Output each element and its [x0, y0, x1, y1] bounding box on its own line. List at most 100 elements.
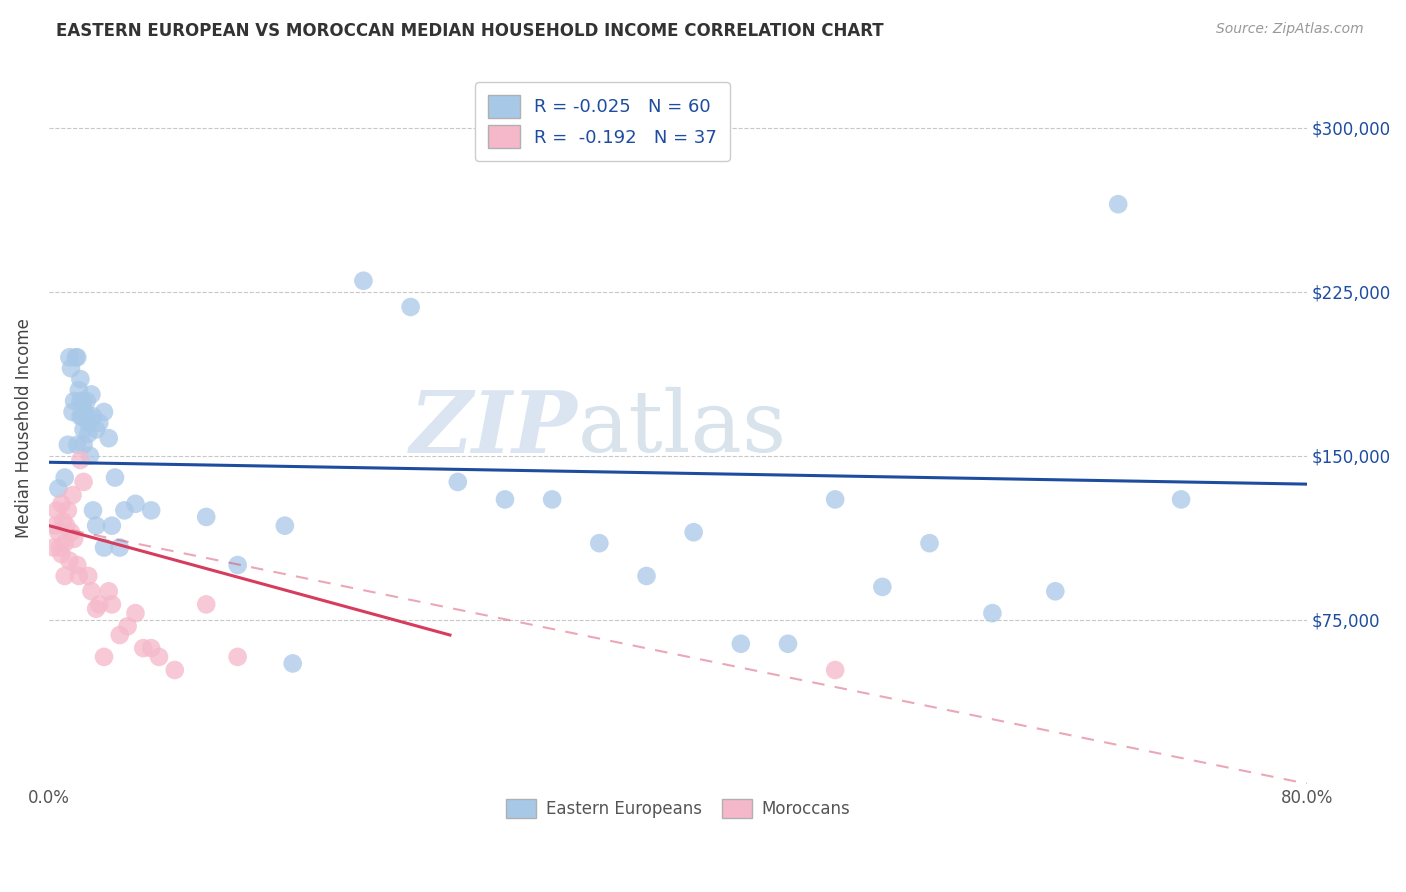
Point	[981, 606, 1004, 620]
Point	[65, 351, 87, 365]
Point	[58, 351, 80, 365]
Point	[56, 503, 79, 517]
Point	[53, 569, 76, 583]
Point	[67, 569, 90, 583]
Point	[97, 431, 120, 445]
Point	[274, 518, 297, 533]
Point	[226, 558, 249, 572]
Point	[824, 492, 846, 507]
Point	[101, 598, 124, 612]
Point	[45, 503, 67, 517]
Point	[69, 409, 91, 424]
Point	[82, 503, 104, 517]
Point	[76, 409, 98, 424]
Point	[141, 503, 163, 517]
Point	[108, 541, 131, 555]
Point	[93, 541, 115, 555]
Point	[69, 394, 91, 409]
Point	[49, 541, 72, 555]
Point	[636, 569, 658, 583]
Point	[52, 514, 75, 528]
Text: ZIP: ZIP	[409, 386, 578, 470]
Point	[63, 532, 86, 546]
Point	[59, 361, 82, 376]
Point	[72, 422, 94, 436]
Y-axis label: Median Household Income: Median Household Income	[15, 318, 32, 538]
Text: atlas: atlas	[578, 387, 786, 470]
Point	[872, 580, 894, 594]
Point	[97, 584, 120, 599]
Point	[1045, 584, 1067, 599]
Point	[80, 584, 103, 599]
Point	[53, 470, 76, 484]
Point	[44, 518, 66, 533]
Point	[84, 422, 107, 436]
Point	[56, 438, 79, 452]
Point	[62, 488, 84, 502]
Point	[776, 637, 799, 651]
Point	[104, 470, 127, 484]
Point	[124, 606, 146, 620]
Point	[132, 641, 155, 656]
Point	[108, 628, 131, 642]
Point	[124, 497, 146, 511]
Point	[93, 405, 115, 419]
Point	[195, 510, 218, 524]
Point	[77, 569, 100, 583]
Point	[55, 518, 77, 533]
Text: EASTERN EUROPEAN VS MOROCCAN MEDIAN HOUSEHOLD INCOME CORRELATION CHART: EASTERN EUROPEAN VS MOROCCAN MEDIAN HOUS…	[56, 22, 884, 40]
Point	[77, 426, 100, 441]
Point	[730, 637, 752, 651]
Point	[58, 554, 80, 568]
Point	[75, 405, 97, 419]
Point	[72, 438, 94, 452]
Point	[70, 409, 93, 424]
Point	[353, 274, 375, 288]
Point	[67, 383, 90, 397]
Point	[93, 649, 115, 664]
Point	[117, 619, 139, 633]
Point	[63, 394, 86, 409]
Point	[494, 492, 516, 507]
Point	[79, 449, 101, 463]
Point	[541, 492, 564, 507]
Point	[69, 372, 91, 386]
Point	[48, 525, 70, 540]
Point	[48, 482, 70, 496]
Point	[62, 405, 84, 419]
Point	[447, 475, 470, 489]
Legend: Eastern Europeans, Moroccans: Eastern Europeans, Moroccans	[499, 793, 858, 825]
Point	[1170, 492, 1192, 507]
Point	[141, 641, 163, 656]
Point	[80, 387, 103, 401]
Point	[66, 558, 89, 572]
Point	[66, 438, 89, 452]
Point	[281, 657, 304, 671]
Point	[148, 649, 170, 664]
Point	[69, 453, 91, 467]
Point	[51, 497, 73, 511]
Point	[1107, 197, 1129, 211]
Point	[84, 601, 107, 615]
Point	[114, 503, 136, 517]
Point	[399, 300, 422, 314]
Point	[163, 663, 186, 677]
Point	[195, 598, 218, 612]
Point	[918, 536, 941, 550]
Point	[51, 547, 73, 561]
Point	[824, 663, 846, 677]
Point	[82, 409, 104, 424]
Point	[588, 536, 610, 550]
Point	[72, 475, 94, 489]
Point	[682, 525, 704, 540]
Point	[89, 598, 111, 612]
Point	[89, 416, 111, 430]
Point	[72, 394, 94, 409]
Point	[76, 394, 98, 409]
Point	[59, 525, 82, 540]
Point	[53, 536, 76, 550]
Point	[42, 541, 65, 555]
Point	[101, 518, 124, 533]
Text: Source: ZipAtlas.com: Source: ZipAtlas.com	[1216, 22, 1364, 37]
Point	[226, 649, 249, 664]
